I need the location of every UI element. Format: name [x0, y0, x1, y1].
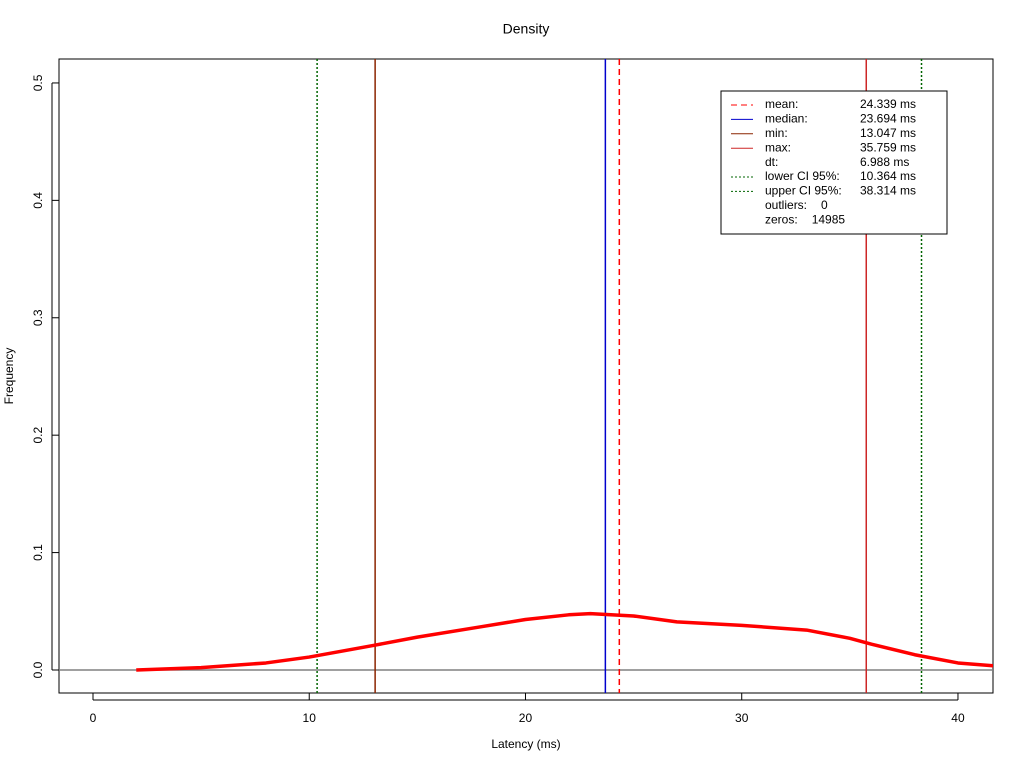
legend-value: 24.339 ms — [860, 97, 916, 111]
x-axis-label: Latency (ms) — [491, 737, 560, 751]
y-tick-label: 0.5 — [31, 74, 45, 91]
x-tick-label: 20 — [519, 711, 533, 725]
legend-value: 6.988 ms — [860, 155, 909, 169]
density-curve — [136, 611, 993, 672]
y-axis-label: Frequency — [2, 348, 16, 405]
legend-value: 10.364 ms — [860, 169, 916, 183]
legend-label: min: — [765, 126, 788, 140]
legend-label: mean: — [765, 97, 798, 111]
legend-value: 35.759 ms — [860, 140, 916, 154]
legend-value: 38.314 ms — [860, 184, 916, 198]
legend-label: max: — [765, 140, 791, 154]
legend-value: 23.694 ms — [860, 112, 916, 126]
legend: mean: 24.339 ms median: 23.694 ms min: 13.047… — [720, 90, 948, 235]
y-tick-label: 0.2 — [31, 427, 45, 444]
legend-label: upper CI 95%: — [765, 184, 842, 198]
legend-label: median: — [765, 112, 808, 126]
y-tick-label: 0.3 — [31, 309, 45, 326]
legend-box — [720, 90, 948, 235]
legend-value: 13.047 ms — [860, 126, 916, 140]
plot-frame — [58, 58, 994, 694]
legend-label: zeros: — [765, 212, 798, 226]
x-tick-label: 0 — [90, 711, 97, 725]
x-tick-label: 30 — [735, 711, 749, 725]
y-tick-label: 0.1 — [31, 544, 45, 561]
x-tick-label: 10 — [303, 711, 317, 725]
legend-value: 14985 — [812, 212, 846, 226]
legend-label: lower CI 95%: — [765, 169, 840, 183]
legend-label: outliers: — [765, 198, 807, 212]
legend-value: 0 — [821, 198, 828, 212]
x-tick-label: 40 — [951, 711, 965, 725]
y-tick-label: 0.4 — [31, 192, 45, 209]
legend-label: dt: — [765, 155, 778, 169]
chart-title: Density — [503, 21, 550, 37]
y-tick-label: 0.0 — [31, 661, 45, 678]
plot-area — [59, 59, 993, 693]
